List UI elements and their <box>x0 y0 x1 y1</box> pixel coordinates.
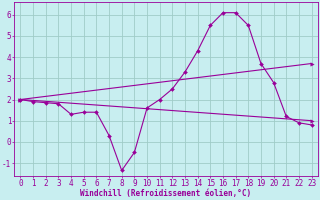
X-axis label: Windchill (Refroidissement éolien,°C): Windchill (Refroidissement éolien,°C) <box>80 189 252 198</box>
